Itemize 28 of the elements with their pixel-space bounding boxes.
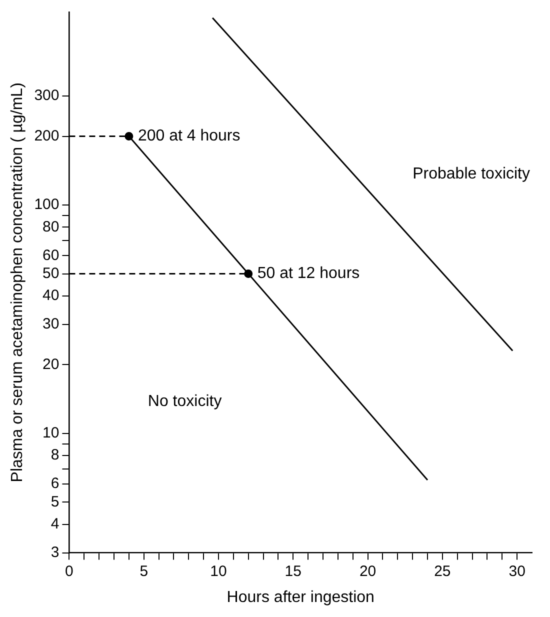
y-tick-label: 300 xyxy=(34,87,60,104)
y-tick-label: 80 xyxy=(42,218,60,236)
x-tick-label: 30 xyxy=(508,562,526,580)
annotation: No toxicity xyxy=(148,392,222,410)
x-tick-label: 20 xyxy=(359,562,376,580)
x-axis-title: Hours after ingestion xyxy=(226,588,374,606)
x-tick-label: 5 xyxy=(140,562,148,580)
y-tick-label: 50 xyxy=(42,264,60,282)
y-tick-label: 6 xyxy=(50,475,60,492)
y-tick-label: 4 xyxy=(50,515,60,532)
annotation: 50 at 12 hours xyxy=(257,265,360,282)
y-tick-label: 60 xyxy=(42,246,60,264)
x-tick-label: 25 xyxy=(434,562,451,580)
annotation: Probable toxicity xyxy=(412,166,530,183)
y-tick-label: 200 xyxy=(34,127,60,144)
annotation: 200 at 4 hours xyxy=(138,128,240,145)
x-tick-label: 10 xyxy=(210,562,227,580)
y-tick-label: 30 xyxy=(42,316,60,333)
y-tick-label: 100 xyxy=(34,196,60,214)
y-tick-label: 40 xyxy=(42,287,60,304)
y-tick-label: 3 xyxy=(50,544,60,561)
x-tick-label: 15 xyxy=(284,562,302,580)
y-tick-label: 5 xyxy=(50,493,60,510)
y-tick-label: 8 xyxy=(50,446,60,464)
x-tick-label: 0 xyxy=(65,562,74,580)
y-axis-title: Plasma or serum acetaminophen concentration ( µg/mL) xyxy=(9,82,26,482)
y-tick-label: 20 xyxy=(42,356,60,373)
y-tick-label: 10 xyxy=(42,424,60,442)
